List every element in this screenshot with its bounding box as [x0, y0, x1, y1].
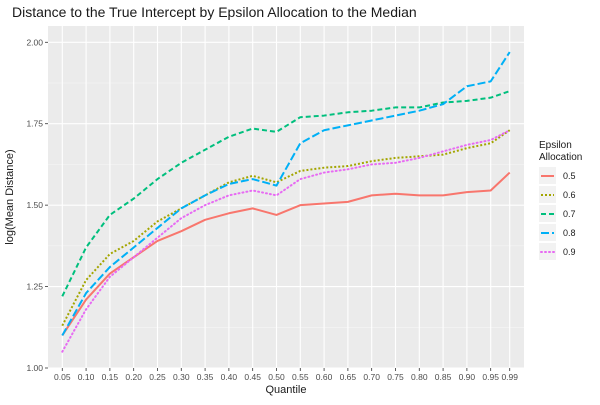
axis-layer: 1.00 1.25 1.50 1.75 2.00 0.05 0.10 0.15 0.20 0.25…: [26, 37, 518, 382]
x-tick-label: 0.90: [459, 372, 476, 382]
x-axis-title: Quantile: [266, 384, 307, 396]
legend-label: 0.9: [563, 247, 576, 257]
legend-key-bg: [539, 205, 556, 222]
y-tick-label: 2.00: [26, 37, 43, 47]
legend-key-bg: [539, 186, 556, 203]
legend-label: 0.6: [563, 190, 576, 200]
x-tick-label: 0.50: [268, 372, 285, 382]
x-tick-label: 0.20: [125, 372, 142, 382]
x-tick-label: 0.25: [149, 372, 166, 382]
x-tick-label: 0.65: [340, 372, 357, 382]
x-tick-label: 0.15: [102, 372, 119, 382]
series-line-0-9: [61, 129, 511, 353]
y-tick-label: 1.75: [26, 119, 43, 129]
legend-title: Epsilon: [539, 140, 572, 151]
series-line-0-6: [61, 129, 511, 327]
legend-label: 0.5: [563, 171, 576, 181]
legend-title: Allocation: [539, 152, 582, 163]
x-tick-label: 0.60: [316, 372, 333, 382]
x-tick-label: 0.40: [221, 372, 238, 382]
series-line-0-8: [61, 51, 511, 336]
x-tick-label: 0.80: [411, 372, 428, 382]
y-tick-label: 1.50: [26, 200, 43, 210]
x-tick-label: 0.05: [54, 372, 71, 382]
x-tick-label: 0.85: [435, 372, 452, 382]
legend-key-bg: [539, 243, 556, 260]
y-axis-title: log(Mean Distance): [4, 149, 16, 244]
grid-layer: [48, 26, 524, 369]
x-tick-label: 0.95: [482, 372, 499, 382]
x-tick-label: 0.45: [244, 372, 261, 382]
x-tick-label: 0.10: [78, 372, 95, 382]
plot-panel: [48, 26, 524, 368]
y-tick-label: 1.00: [26, 363, 43, 373]
x-tick-label: 0.99: [501, 372, 518, 382]
legend-label: 0.8: [563, 228, 576, 238]
x-tick-label: 0.30: [173, 372, 190, 382]
series-layer: [61, 51, 511, 353]
series-line-0-7: [61, 90, 511, 297]
x-tick-label: 0.55: [292, 372, 309, 382]
chart-title: Distance to the True Intercept by Epsilo…: [12, 4, 417, 20]
y-tick-label: 1.25: [26, 282, 43, 292]
legend-label: 0.7: [563, 209, 576, 219]
x-tick-label: 0.75: [387, 372, 404, 382]
x-tick-label: 0.35: [197, 372, 214, 382]
x-tick-label: 0.70: [363, 372, 380, 382]
